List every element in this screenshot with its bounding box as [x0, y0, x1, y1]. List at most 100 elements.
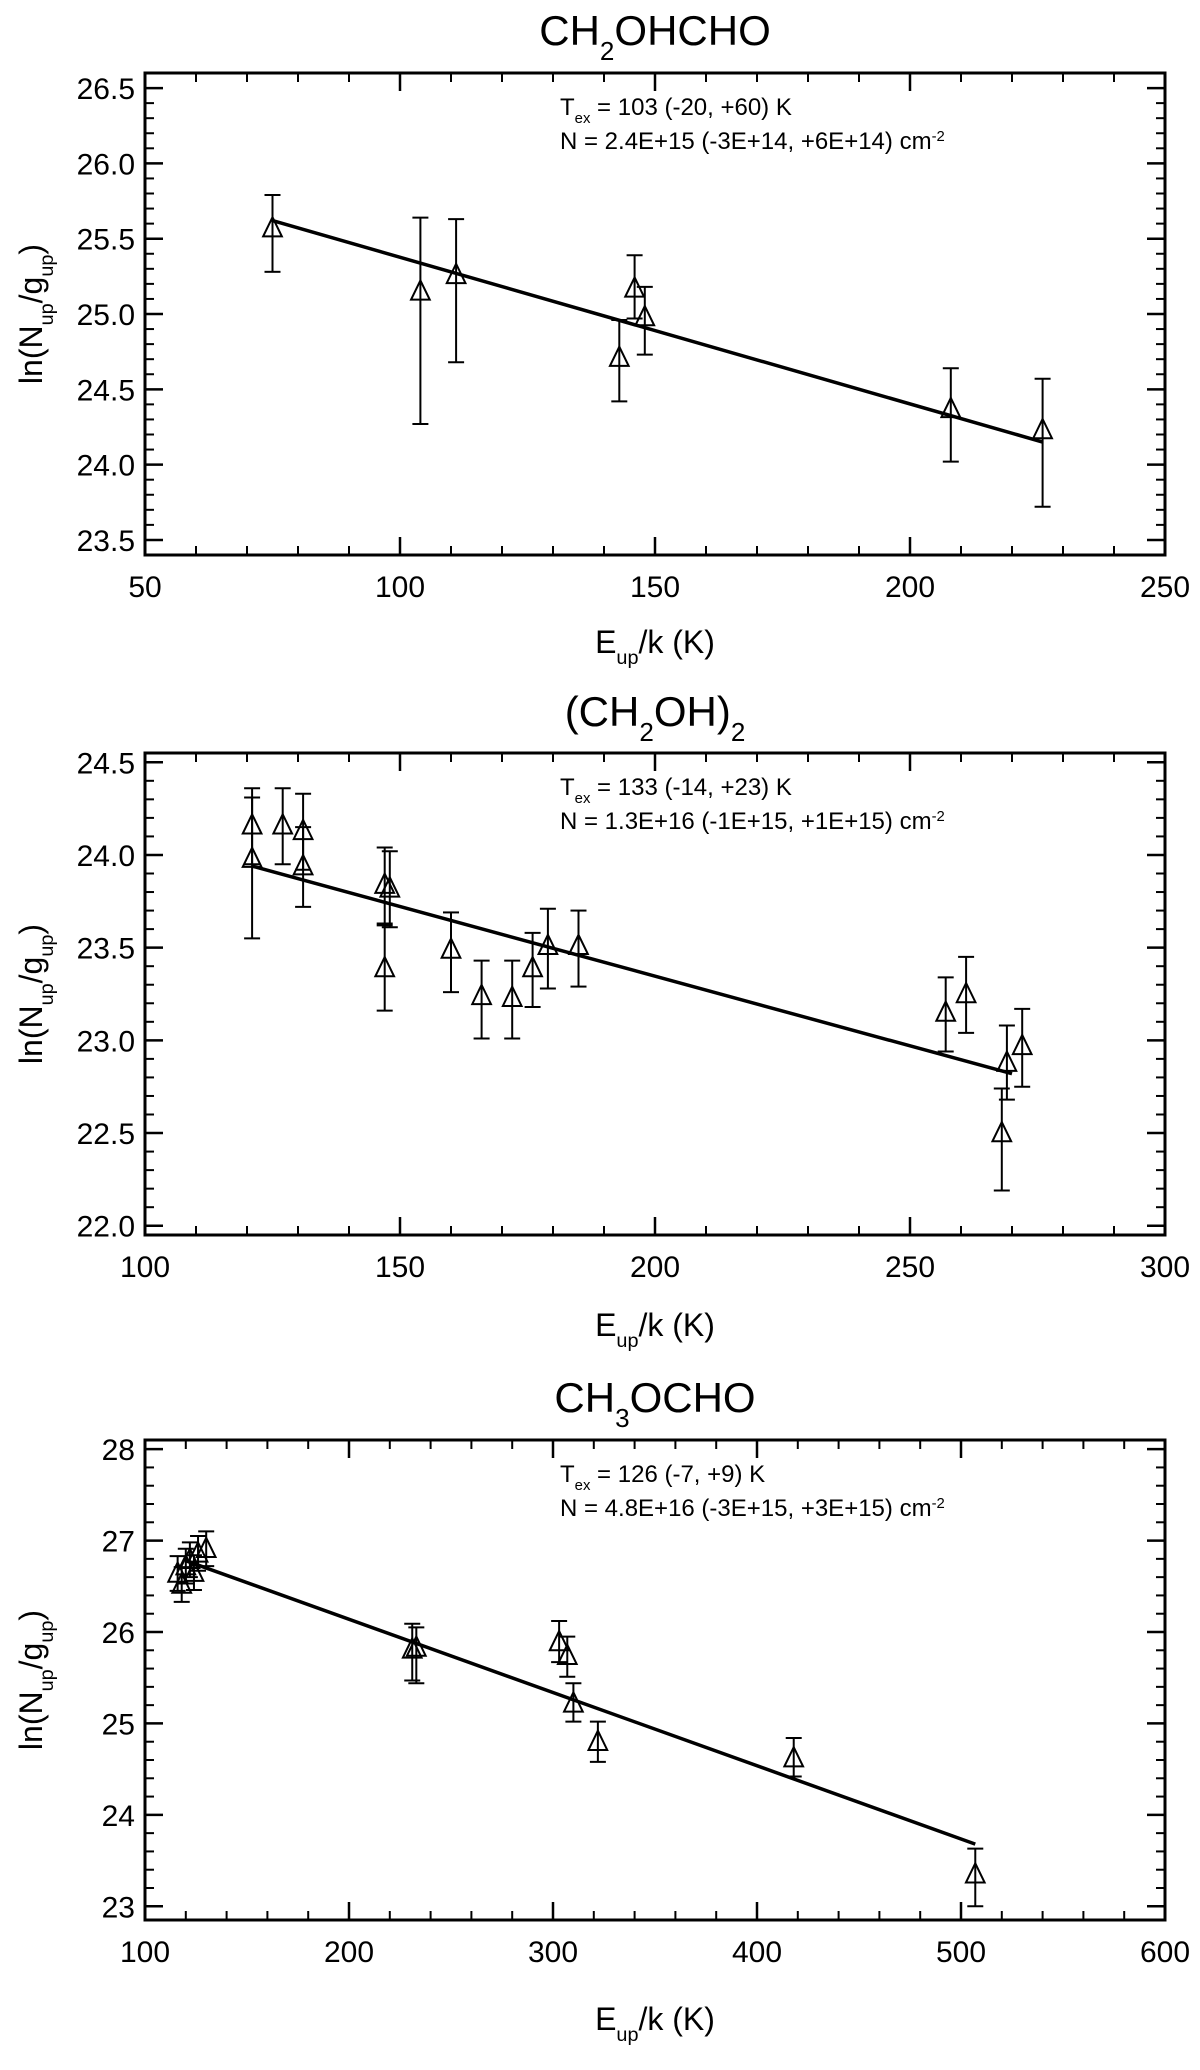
- y-tick-label: 23.5: [77, 933, 135, 966]
- data-point: [548, 1620, 571, 1664]
- data-point: [261, 194, 284, 273]
- data-point: [292, 826, 315, 908]
- triangle-marker: [955, 980, 978, 1004]
- x-tick-label: 50: [128, 571, 161, 604]
- y-tick-label: 25.5: [77, 224, 135, 257]
- annotation-tex: Tex = 133 (-14, +23) K: [560, 774, 792, 807]
- data-point: [955, 955, 978, 1034]
- chart-title: (CH2OH)2: [565, 688, 746, 747]
- data-point: [195, 1530, 218, 1568]
- y-axis-label: ln(Nup/gup): [13, 1610, 58, 1750]
- triangle-marker: [440, 936, 462, 959]
- chart-panel-2: 100 150 200 250 300 22.0 22.5 23.0 23.5 24.0 24.5 (…: [13, 688, 1190, 1352]
- y-tick-label: 23.0: [77, 1025, 135, 1058]
- triangle-marker: [409, 278, 432, 301]
- x-tick-label: 100: [375, 571, 425, 604]
- chart-title: CH2OHCHO: [539, 7, 771, 66]
- triangle-marker: [241, 845, 264, 868]
- triangle-marker: [261, 214, 284, 238]
- data-point: [964, 1847, 987, 1908]
- data-point: [405, 1626, 428, 1685]
- fit-line: [272, 218, 1044, 444]
- triangle-marker: [586, 1728, 609, 1751]
- data-point: [608, 319, 631, 403]
- y-tick-label: 24.5: [77, 747, 135, 780]
- data-point: [586, 1720, 609, 1763]
- y-tick-label: 24.0: [77, 450, 135, 483]
- data-point: [409, 216, 432, 425]
- x-tick-label: 600: [1140, 1936, 1190, 1969]
- triangle-marker: [1031, 416, 1054, 440]
- data-point: [939, 367, 962, 463]
- data-point: [440, 911, 462, 994]
- data-point: [567, 909, 590, 988]
- triangle-marker: [292, 852, 315, 876]
- y-tick-label: 26.5: [77, 73, 135, 106]
- triangle-marker: [567, 932, 590, 956]
- triangle-marker: [1011, 1032, 1034, 1056]
- chart-panel-1: 50 100 150 200 250 23.5 24.0 24.5 25.0 25.5 26.0 26…: [13, 7, 1190, 669]
- x-tick-label: 250: [1140, 571, 1190, 604]
- x-tick-label: 100: [120, 1251, 170, 1284]
- annotation-tex: Tex = 103 (-20, +60) K: [560, 94, 792, 127]
- triangle-marker: [373, 954, 396, 978]
- y-tick-label: 28: [102, 1434, 135, 1467]
- y-tick-label: 26.0: [77, 148, 135, 181]
- y-tick-label: 27: [102, 1526, 135, 1559]
- x-tick-label: 300: [528, 1936, 578, 1969]
- triangle-marker: [378, 875, 401, 898]
- y-tick-label: 23.5: [77, 525, 135, 558]
- triangle-marker: [548, 1628, 571, 1652]
- triangle-marker: [405, 1634, 428, 1657]
- triangle-marker: [187, 1540, 209, 1563]
- x-tick-label: 200: [885, 571, 935, 604]
- x-tick-label: 100: [120, 1936, 170, 1969]
- data-point: [995, 1024, 1018, 1101]
- triangle-marker: [782, 1744, 805, 1768]
- triangle-marker: [556, 1642, 579, 1666]
- y-tick-label: 24: [102, 1800, 135, 1833]
- triangle-marker: [964, 1860, 987, 1884]
- annotation-column-density: N = 2.4E+15 (-3E+14, +6E+14) cm-2: [560, 128, 945, 155]
- fit-line: [185, 1559, 976, 1846]
- x-tick-label: 500: [936, 1936, 986, 1969]
- y-axis-label: ln(Nup/gup): [13, 924, 58, 1064]
- x-tick-label: 150: [630, 571, 680, 604]
- data-point: [536, 907, 559, 990]
- annotation-tex: Tex = 126 (-7, +9) K: [560, 1461, 765, 1494]
- data-point: [521, 931, 544, 1008]
- triangle-marker: [633, 303, 656, 327]
- x-tick-label: 400: [732, 1936, 782, 1969]
- annotation-column-density: N = 1.3E+16 (-1E+15, +1E+15) cm-2: [560, 808, 945, 835]
- y-tick-label: 25.0: [77, 299, 135, 332]
- data-point: [990, 1087, 1013, 1192]
- chart-title: CH3OCHO: [554, 1374, 755, 1433]
- data-point: [373, 924, 396, 1012]
- data-point: [501, 959, 524, 1040]
- data-point: [633, 285, 656, 356]
- x-tick-label: 200: [630, 1251, 680, 1284]
- y-tick-label: 22.0: [77, 1211, 135, 1244]
- triangle-marker: [608, 344, 631, 367]
- y-tick-label: 26: [102, 1617, 135, 1650]
- triangle-marker: [562, 1690, 585, 1713]
- data-point: [445, 218, 468, 364]
- data-point: [782, 1737, 805, 1778]
- x-axis-label: Eup/k (K): [595, 624, 715, 669]
- plot-frame: [143, 1438, 1167, 1922]
- fit-line: [251, 864, 1013, 1076]
- y-tick-label: 24.0: [77, 840, 135, 873]
- triangle-marker: [939, 395, 962, 419]
- triangle-marker: [501, 984, 524, 1007]
- triangle-marker: [445, 261, 468, 285]
- x-tick-label: 250: [885, 1251, 935, 1284]
- data-point: [378, 850, 401, 929]
- data-point: [556, 1635, 579, 1678]
- data-point: [241, 796, 264, 940]
- data-point: [1011, 1007, 1034, 1088]
- triangle-marker: [271, 812, 294, 835]
- y-tick-label: 22.5: [77, 1118, 135, 1151]
- y-tick-label: 25: [102, 1708, 135, 1741]
- y-tick-label: 24.5: [77, 374, 135, 407]
- triangle-marker: [470, 982, 493, 1006]
